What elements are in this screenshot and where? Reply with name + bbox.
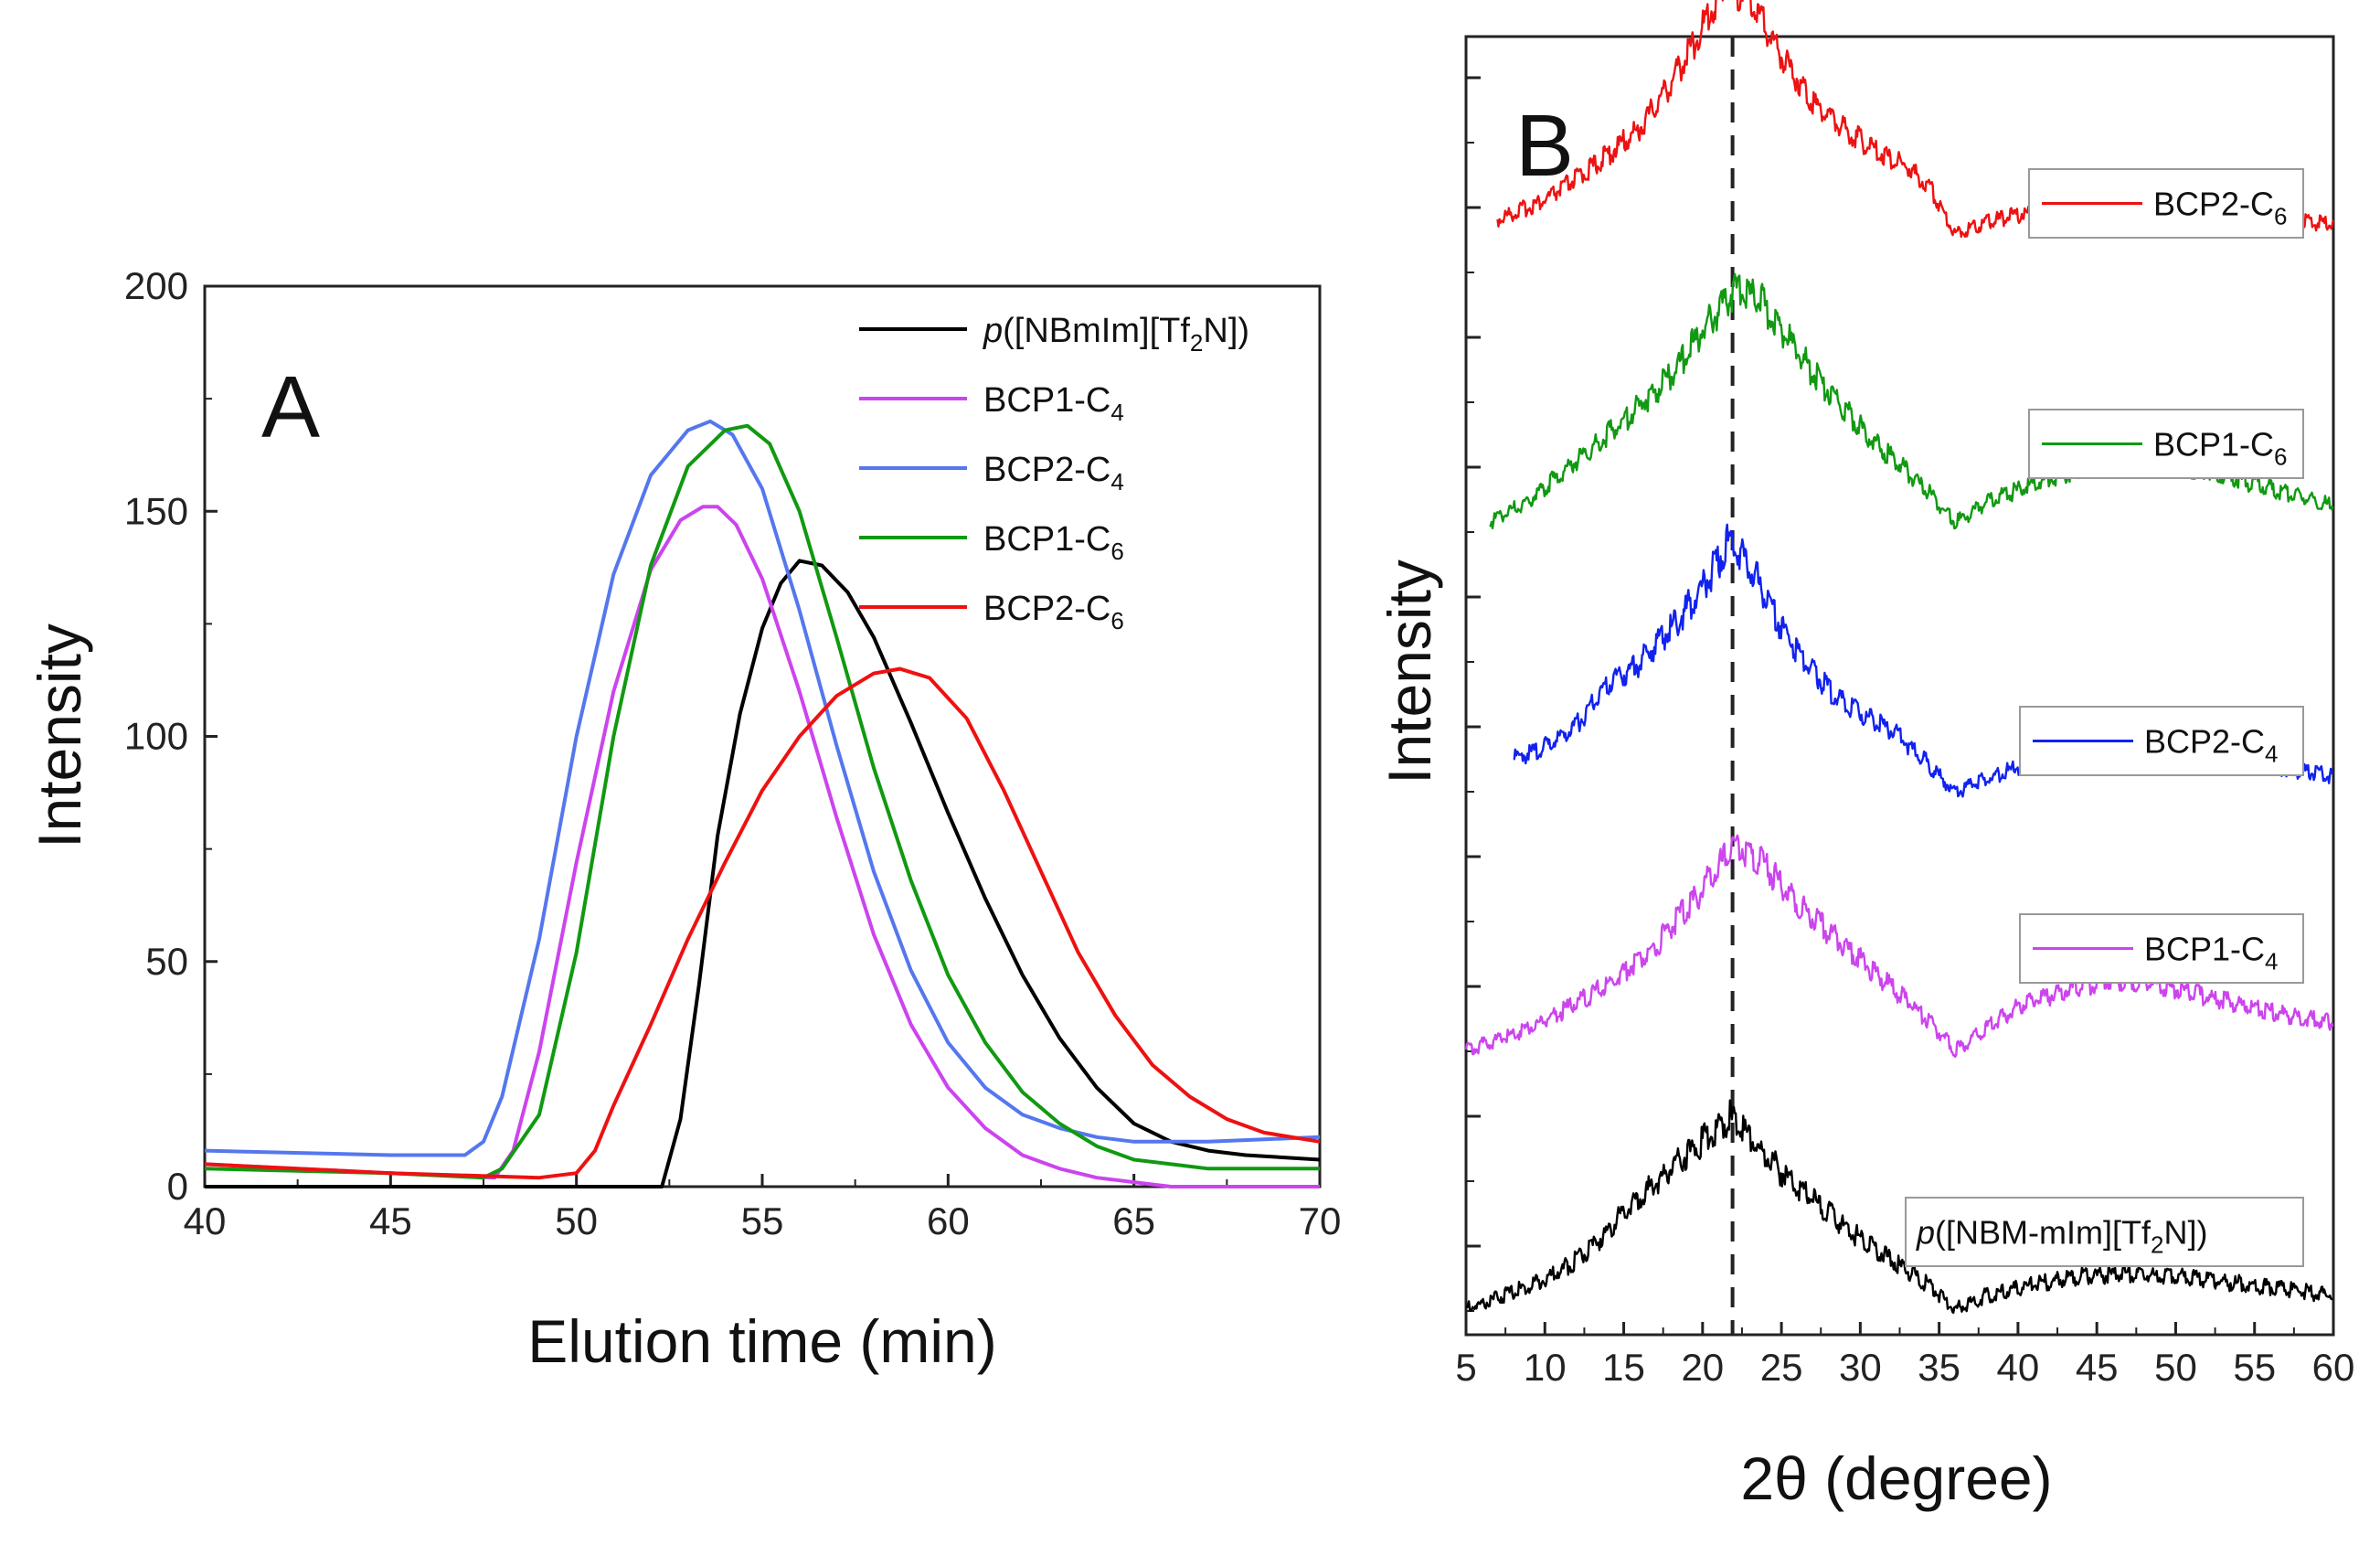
a-series-bcp1-c6 (204, 423, 1320, 1180)
b-series-bcp1-c6 (1489, 272, 2334, 530)
b-xtick-label: 45 (2076, 1346, 2119, 1389)
b-series-p-nbm-mim-tf2n (1465, 1099, 2333, 1315)
a-xtick-label: 65 (1112, 1199, 1155, 1242)
b-legend-label: BCP1-C4 (2144, 931, 2279, 975)
plot-a-frame (203, 284, 1322, 1188)
a-legend-label: BCP1-C6 (983, 520, 1124, 565)
b-xtick-label: 20 (1681, 1346, 1724, 1389)
a-axis-ticks: 40 45 50 55 60 65 70 0 50 100 150 200 (124, 264, 1341, 1242)
a-legend-label: BCP2-C6 (983, 590, 1124, 634)
b-legend-box (1905, 1197, 2304, 1267)
a-xtick-label: 45 (369, 1199, 412, 1242)
b-xtick-label: 50 (2154, 1346, 2197, 1389)
b-series-bcp1-c4 (1464, 834, 2334, 1059)
a-ytick-label: 150 (124, 489, 188, 532)
a-xlabel: Elution time (min) (527, 1307, 996, 1375)
b-axis-ticks: 5 10 15 20 25 30 35 40 45 50 55 60 (1455, 76, 2355, 1389)
a-xtick-label: 50 (555, 1199, 598, 1242)
b-xtick-label: 55 (2233, 1346, 2276, 1389)
a-ytick-label: 200 (124, 264, 188, 307)
a-legend-label: BCP1-C4 (983, 381, 1124, 426)
a-ytick-label: 0 (167, 1165, 188, 1208)
b-legend-label: BCP1-C6 (2153, 426, 2288, 471)
b-xlabel: 2θ (degree) (1740, 1444, 2052, 1512)
b-xtick-label: 5 (1455, 1346, 1476, 1389)
b-legend-label: BCP2-C4 (2144, 723, 2279, 768)
b-panel-letter: B (1515, 97, 1574, 195)
panel-b: 5 10 15 20 25 30 35 40 45 50 55 60 B 2θ (degree) In… (1376, 0, 2354, 1512)
a-ytick-label: 50 (145, 940, 188, 983)
b-legend-box (2019, 913, 2304, 984)
a-legend-label: p([NBmIm][Tf2N]) (983, 312, 1249, 357)
a-ylabel: Intensity (26, 623, 93, 848)
b-xtick-label: 40 (1997, 1346, 2040, 1389)
a-xtick-label: 55 (741, 1199, 784, 1242)
a-xtick-label: 60 (927, 1199, 970, 1242)
b-xtick-label: 15 (1602, 1346, 1645, 1389)
a-series-group (204, 419, 1321, 1188)
a-xtick-label: 70 (1299, 1199, 1342, 1242)
b-ylabel: Intensity (1376, 560, 1443, 784)
b-xtick-label: 35 (1918, 1346, 1960, 1389)
panel-a: 40 45 50 55 60 65 70 0 50 100 150 200 A Elution tim… (26, 264, 1341, 1375)
a-series-bcp2-c6 (204, 666, 1321, 1180)
b-legend-label: p([NBM-mIm][Tf2N]) (1916, 1214, 2207, 1259)
a-series-bcp2-c4 (204, 419, 1321, 1157)
a-series-bcp1-c4 (204, 505, 1320, 1188)
a-ytick-label: 100 (124, 715, 188, 758)
b-xtick-label: 25 (1760, 1346, 1803, 1389)
b-xtick-label: 10 (1524, 1346, 1567, 1389)
a-legend: p([NBmIm][Tf2N]) BCP1-C4 BCP2-C4 BCP1-C6 BCP… (859, 312, 1249, 634)
b-xtick-label: 60 (2312, 1346, 2355, 1389)
b-xtick-label: 30 (1839, 1346, 1882, 1389)
a-series-p-nbmim-tf2n (205, 559, 1321, 1188)
a-xtick-label: 40 (184, 1199, 227, 1242)
a-legend-label: BCP2-C4 (983, 451, 1124, 496)
b-legend-label: BCP2-C6 (2153, 186, 2288, 230)
a-panel-letter: A (261, 358, 320, 456)
b-legend: BCP2-C6 BCP1-C6 BCP2-C4 BCP1-C4 p([NBM-mIm][… (1905, 168, 2304, 1267)
